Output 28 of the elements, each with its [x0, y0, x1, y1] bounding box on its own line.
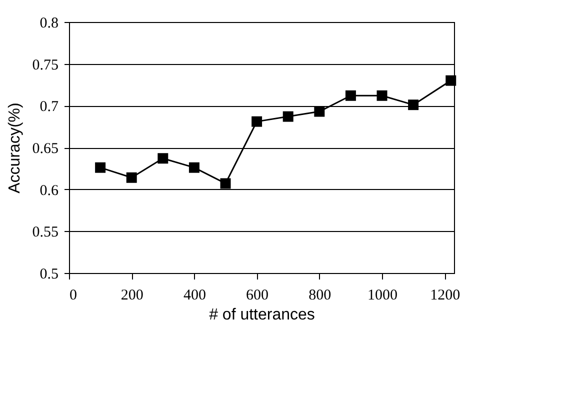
x-axis-title: # of utterances — [209, 306, 315, 324]
point — [126, 172, 137, 183]
y-axis-title: Accuracy(%) — [6, 102, 24, 194]
y-tick-label: 0.75 — [32, 57, 58, 74]
point — [408, 100, 419, 110]
point — [95, 162, 106, 173]
y-tick-label: 0.8 — [40, 16, 58, 32]
x-tick-label: 0 — [70, 288, 77, 304]
point — [446, 75, 456, 86]
point — [188, 162, 200, 173]
point — [314, 106, 325, 117]
x-tick-label: 800 — [308, 288, 332, 304]
point — [252, 116, 262, 127]
point — [282, 111, 294, 122]
y-tick-label: 0.7 — [40, 99, 59, 116]
point — [345, 90, 356, 101]
y-tick-label: 0.65 — [32, 141, 58, 157]
x-tick-label: 1000 — [368, 288, 398, 304]
y-tick-label: 0.6 — [40, 182, 59, 199]
x-tick-label: 1200 — [430, 288, 460, 304]
point — [376, 90, 388, 101]
x-tick-label: 400 — [183, 288, 206, 304]
point — [158, 153, 168, 164]
x-tick-label: 600 — [246, 288, 269, 304]
y-tick-label: 0.5 — [40, 266, 58, 282]
y-tick-label: 0.55 — [32, 224, 58, 241]
x-tick-label: 200 — [120, 288, 144, 304]
point — [220, 178, 231, 189]
